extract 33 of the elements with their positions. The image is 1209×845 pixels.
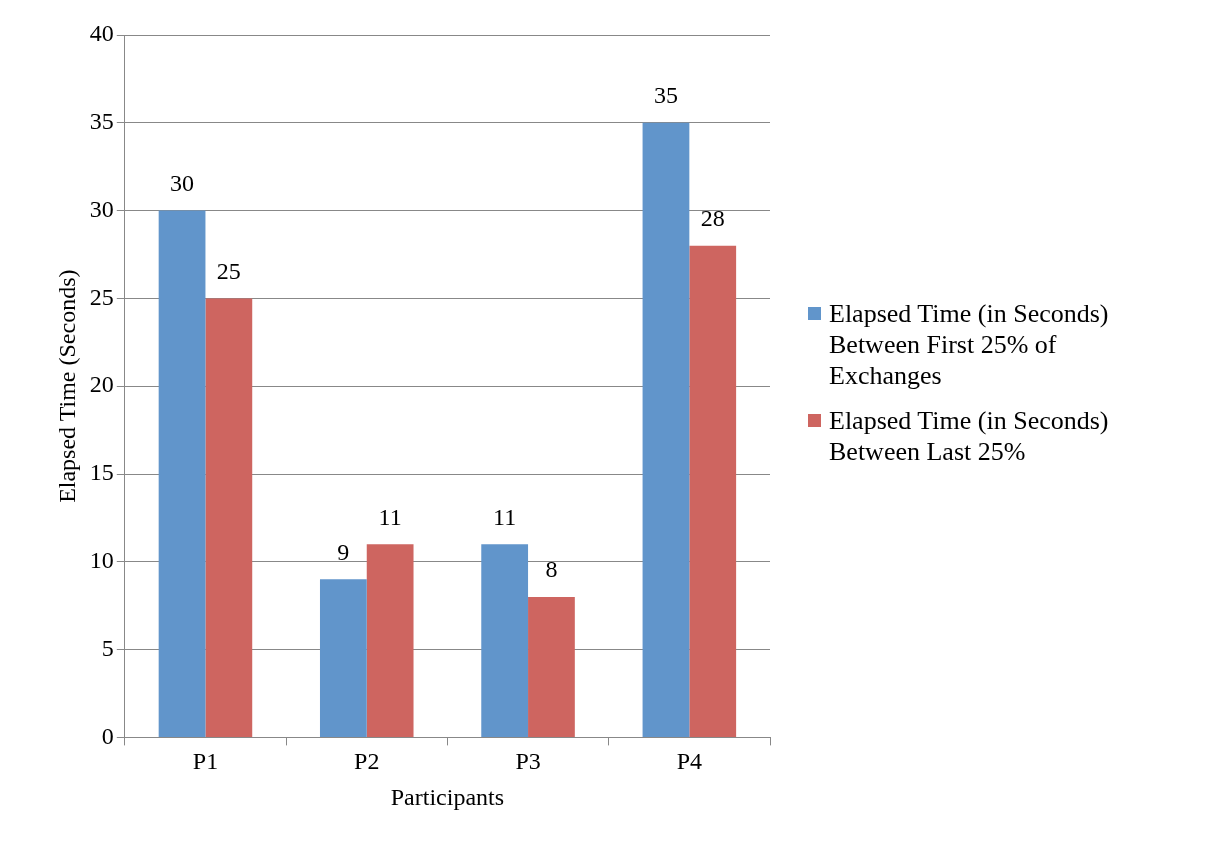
y-tick-label: 0 (101, 722, 114, 749)
y-tick-label: 20 (89, 371, 114, 398)
bar (158, 210, 206, 737)
data-label: 30 (170, 169, 195, 196)
y-tick-label: 10 (89, 547, 114, 574)
y-tick-label: 5 (101, 634, 114, 661)
bar (689, 245, 737, 737)
bar (528, 596, 575, 737)
legend-label: Elapsed Time (in Seconds) Between First 25% of Exchanges (829, 298, 1110, 391)
y-tick-label: 30 (89, 195, 114, 222)
bar (319, 579, 367, 737)
data-label: 35 (653, 82, 678, 109)
data-label: 25 (216, 257, 241, 284)
x-tick-label: P4 (676, 748, 703, 775)
data-label: 11 (493, 503, 517, 530)
y-tick-label: 25 (89, 283, 114, 310)
data-label: 11 (378, 503, 402, 530)
x-tick-label: P3 (515, 748, 541, 775)
y-axis-title: Elapsed Time (Seconds) (53, 269, 80, 503)
data-label: 8 (545, 556, 558, 583)
bar (642, 122, 690, 737)
y-tick-label: 40 (89, 20, 114, 47)
x-tick-label: P1 (192, 748, 219, 775)
bar (481, 544, 529, 737)
x-tick-label: P2 (354, 748, 380, 775)
x-axis-title: Participants (390, 783, 505, 810)
y-tick-label: 15 (89, 459, 114, 486)
y-tick-label: 35 (89, 108, 114, 135)
data-label: 28 (700, 205, 725, 232)
data-label: 9 (337, 538, 350, 565)
bar (366, 544, 414, 737)
bar (205, 298, 253, 737)
legend-label: Elapsed Time (in Seconds) Between Last 25% (829, 405, 1110, 467)
